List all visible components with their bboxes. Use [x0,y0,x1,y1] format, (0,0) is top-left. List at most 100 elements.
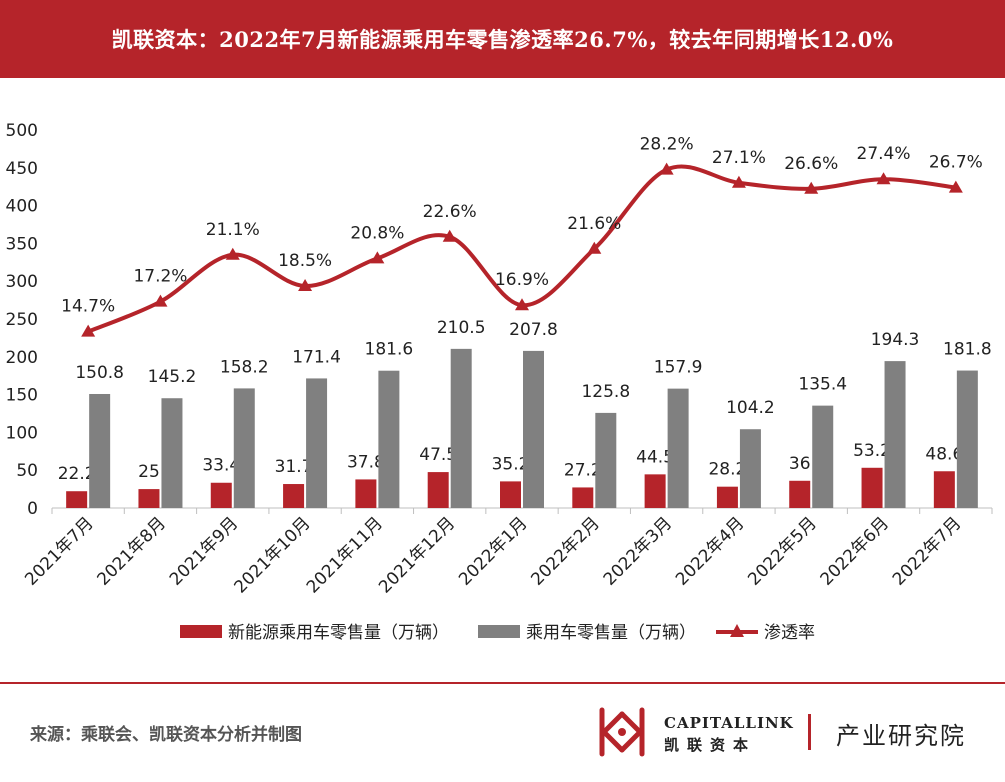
bar-total-label: 194.3 [871,330,920,350]
bar-total-label: 145.2 [148,367,197,387]
rate-label: 28.2% [640,135,694,155]
x-tick-label: 2022年4月 [672,513,748,589]
bar-total-label: 171.4 [292,347,341,367]
bar-total [884,361,906,508]
bar-new-energy [572,487,594,508]
y-tick-label: 500 [6,121,38,141]
bar-new-energy [789,480,811,508]
rate-label: 16.9% [495,270,549,290]
x-tick-label: 2021年7月 [21,513,97,589]
bar-new-energy-label: 48.6 [925,444,963,464]
bar-total-label: 104.2 [726,398,775,418]
legend-label-total: 乘用车零售量（万辆） [526,623,696,643]
bar-total-label: 158.2 [220,357,269,377]
bar-new-energy [355,479,377,508]
bar-new-energy-label: 36 [789,454,811,474]
bar-new-energy [427,472,449,508]
bar-total [523,350,544,508]
rate-label: 22.6% [423,202,477,222]
rate-label: 27.4% [857,144,911,164]
bar-new-energy-label: 22.2 [58,464,96,484]
rate-label: 18.5% [278,251,332,271]
bar-total [89,393,111,508]
bar-total [233,388,255,508]
x-tick-label: 2022年2月 [527,513,603,589]
x-tick-label: 2022年1月 [455,513,531,589]
header-banner: 凯联资本：2022年7月新能源乘用车零售渗透率26.7%，较去年同期增长12.0… [0,0,1005,78]
x-tick-label: 2022年7月 [889,513,965,589]
bar-total [306,378,328,508]
rate-marker [442,229,457,242]
bar-total [161,398,183,508]
legend-swatch-rate-marker [730,624,744,637]
bar-new-energy [861,467,883,508]
rate-marker [153,294,168,307]
rate-label: 14.7% [61,297,115,317]
bar-new-energy-label: 25 [138,462,160,482]
x-tick-label: 2022年5月 [744,513,820,589]
x-tick-label: 2022年3月 [600,513,676,589]
rate-marker [81,324,96,337]
rate-marker [587,241,602,254]
y-tick-label: 250 [6,310,38,330]
bar-total [595,412,617,508]
combo-chart: 0 50 100 150 200 250 300 350 400 450 500 22.2 150.8 2… [6,121,993,643]
rate-marker [370,251,385,264]
bar-new-energy [716,486,738,508]
rate-marker [298,279,313,291]
y-tick-label: 350 [6,234,38,254]
bar-new-energy [500,481,521,508]
rate-marker [659,162,674,175]
bar-total-label: 181.8 [943,340,992,360]
bar-total-label: 210.5 [437,318,486,338]
y-tick-label: 300 [6,272,38,292]
rate-marker [804,181,819,194]
brand-name-en: CAPITALLINK [664,714,794,732]
rate-label: 21.1% [206,220,260,240]
bar-total [450,348,472,508]
bar-new-energy-label: 33.4 [202,456,240,476]
brand-tagline: 产业研究院 [836,722,966,750]
rate-label: 21.6% [567,214,621,234]
chart-title: 凯联资本：2022年7月新能源乘用车零售渗透率26.7%，较去年同期增长12.0… [111,27,894,52]
bar-new-energy-label: 31.7 [275,457,313,477]
footer-divider [0,682,1005,684]
y-tick-label: 450 [6,159,38,179]
rate-label: 20.8% [350,223,404,243]
bar-new-energy [138,489,160,508]
brand-divider [808,714,811,750]
x-tick-label: 2021年9月 [166,513,242,589]
bar-total-label: 207.8 [509,320,558,340]
rate-label: 17.2% [133,267,187,287]
rate-marker [225,247,240,260]
x-tick-label: 2022年6月 [817,513,893,589]
bar-total-label: 181.6 [365,340,414,360]
bar-new-energy-label: 44.5 [636,447,674,467]
capitallink-logo-icon [599,707,645,757]
bar-total [667,388,689,508]
y-tick-label: 400 [6,197,38,217]
legend-label-rate: 渗透率 [764,623,815,643]
bar-total-label: 135.4 [798,375,847,395]
legend-swatch-total [478,625,520,638]
rate-label: 26.6% [784,154,838,174]
legend-swatch-new-energy [180,625,222,638]
bar-new-energy [644,474,666,508]
bar-new-energy-label: 27.2 [564,460,602,480]
x-tick-label: 2021年8月 [94,513,170,589]
y-tick-label: 200 [6,348,38,368]
bar-new-energy-label: 28.2 [708,460,746,480]
bar-new-energy-label: 37.8 [347,452,385,472]
rate-marker [515,298,529,311]
bar-total [956,370,978,508]
bar-total-label: 125.8 [581,382,630,402]
x-tick-label: 2021年10月 [231,513,315,597]
rate-label: 27.1% [712,148,766,168]
y-tick-label: 100 [6,423,38,443]
bar-total [812,405,834,508]
bar-total-label: 157.9 [654,358,703,378]
x-tick-label: 2021年11月 [303,513,387,597]
x-tick-label: 2021年12月 [375,513,459,597]
y-tick-label: 50 [16,461,38,481]
bar-new-energy-label: 53.2 [853,441,891,461]
